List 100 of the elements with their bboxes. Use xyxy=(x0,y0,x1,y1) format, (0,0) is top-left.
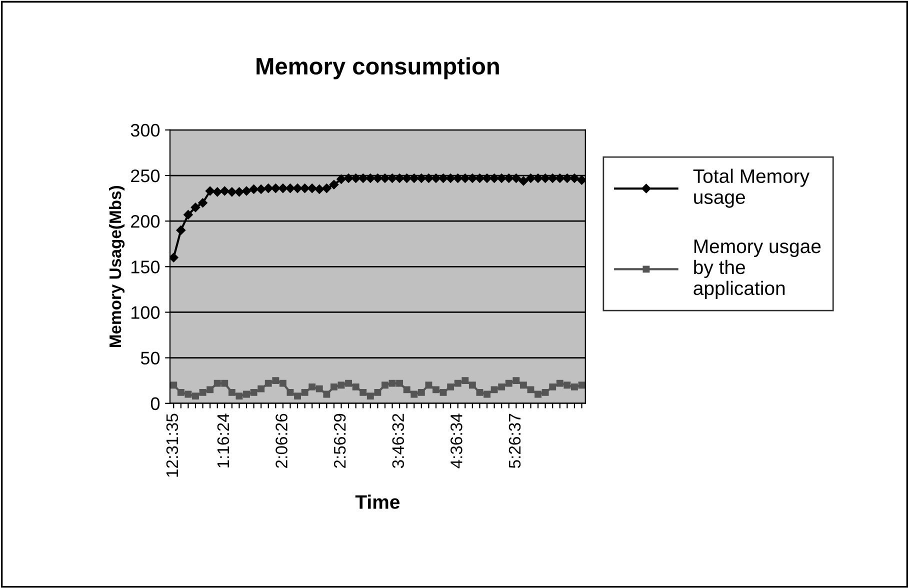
point xyxy=(214,380,221,387)
y-tick-label: 300 xyxy=(130,124,160,137)
point xyxy=(323,390,330,398)
point xyxy=(562,174,572,183)
point xyxy=(338,382,345,389)
y-tick-label: 200 xyxy=(131,215,160,228)
point xyxy=(242,186,252,196)
point xyxy=(410,390,418,398)
y-tick-label: 100 xyxy=(132,306,160,319)
point xyxy=(468,174,478,183)
point xyxy=(542,388,549,396)
point xyxy=(540,174,550,183)
point xyxy=(221,380,228,387)
point xyxy=(258,385,265,392)
point xyxy=(249,184,258,194)
point xyxy=(314,184,324,194)
point xyxy=(475,174,484,183)
point xyxy=(380,174,390,183)
point xyxy=(234,187,244,197)
point xyxy=(322,184,332,193)
point xyxy=(177,388,184,396)
point xyxy=(462,377,469,384)
point xyxy=(564,382,571,389)
point xyxy=(520,382,527,389)
point xyxy=(292,184,302,193)
point xyxy=(301,388,308,396)
point xyxy=(518,176,528,186)
point xyxy=(526,174,536,183)
point xyxy=(205,186,215,196)
point xyxy=(527,386,534,394)
point xyxy=(394,174,404,183)
point xyxy=(358,174,368,183)
point xyxy=(236,392,243,400)
point xyxy=(250,388,258,396)
point xyxy=(271,184,280,193)
point xyxy=(264,380,272,387)
point xyxy=(382,382,388,389)
point xyxy=(227,187,237,197)
point xyxy=(330,383,338,390)
y-axis-title: Memory Usage(Mbs) xyxy=(108,186,125,348)
point xyxy=(460,174,470,183)
point xyxy=(278,184,288,193)
point xyxy=(212,187,222,197)
point xyxy=(220,186,230,196)
point xyxy=(396,380,404,387)
point xyxy=(344,174,354,183)
point xyxy=(170,252,178,262)
y-tick-label: 50 xyxy=(140,352,160,365)
point xyxy=(496,174,506,183)
point xyxy=(556,380,564,387)
point xyxy=(228,388,236,396)
point xyxy=(505,380,512,387)
y-tick-label: 0 xyxy=(150,397,160,410)
point xyxy=(243,390,250,398)
point xyxy=(388,380,396,387)
point xyxy=(184,210,193,220)
point xyxy=(490,386,498,394)
point xyxy=(484,390,490,398)
point xyxy=(286,388,294,396)
point xyxy=(352,383,360,390)
point xyxy=(286,184,295,193)
x-tick-label: 5:26:37 xyxy=(508,414,521,468)
point xyxy=(424,174,434,183)
point xyxy=(447,383,454,390)
point xyxy=(512,377,520,384)
point xyxy=(336,174,346,184)
point xyxy=(446,174,456,183)
x-tick-label: 2:06:26 xyxy=(276,414,288,468)
point xyxy=(366,174,376,183)
point xyxy=(438,174,448,183)
point xyxy=(316,385,323,392)
point xyxy=(374,388,382,396)
point xyxy=(533,174,543,183)
point xyxy=(256,184,266,194)
point xyxy=(184,390,192,398)
x-axis-title: Time xyxy=(355,494,400,509)
legend-label: Total Memory usage xyxy=(693,168,810,208)
point xyxy=(416,174,426,183)
x-tick-label: 3:46:32 xyxy=(392,414,404,468)
point xyxy=(190,202,200,212)
point xyxy=(403,386,410,394)
point xyxy=(570,383,578,390)
point xyxy=(360,388,367,396)
point xyxy=(176,226,186,235)
point xyxy=(402,174,412,183)
point xyxy=(199,388,206,396)
point xyxy=(425,382,432,389)
point xyxy=(366,392,374,400)
x-tick-label: 2:56:29 xyxy=(334,414,346,468)
point xyxy=(454,380,462,387)
point xyxy=(432,386,440,394)
legend-label: Memory usgae by the application xyxy=(694,240,821,299)
point xyxy=(468,382,476,389)
point xyxy=(206,386,214,394)
point xyxy=(264,184,273,193)
point xyxy=(498,383,506,390)
point xyxy=(577,175,586,185)
y-tick-label: 150 xyxy=(132,260,160,274)
point xyxy=(512,174,521,183)
chart-title: Memory consumption xyxy=(256,57,499,80)
